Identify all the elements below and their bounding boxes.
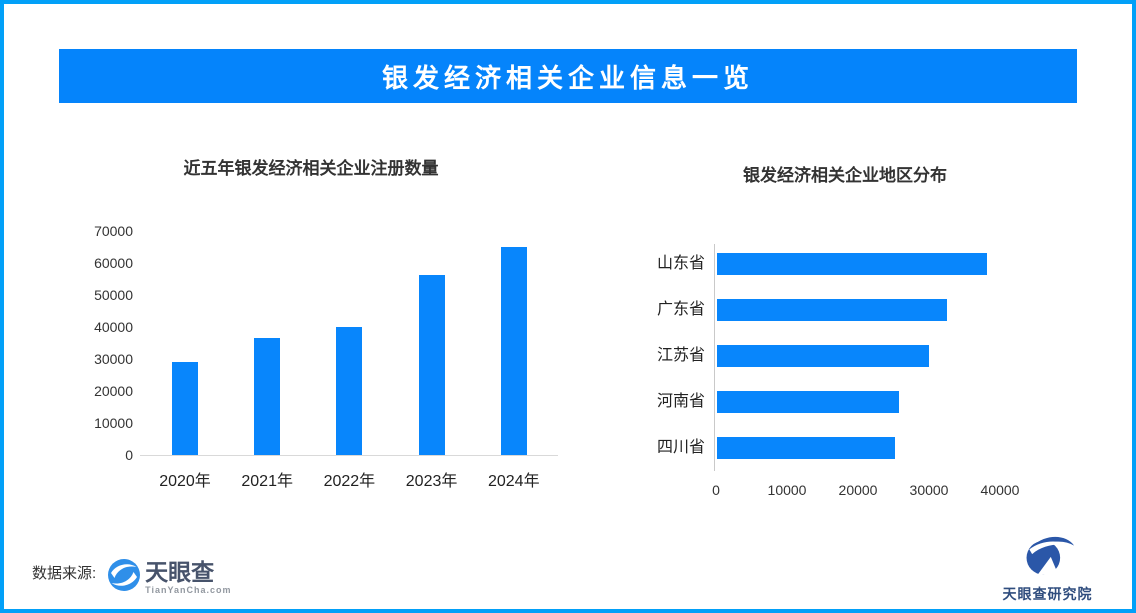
- tianyancha-logo-text: 天眼查 TianYanCha.com: [145, 559, 231, 595]
- y-tick-label: 70000: [94, 223, 133, 239]
- x-tick-label: 0: [712, 482, 720, 498]
- region-label-山东省: 山东省: [656, 255, 705, 272]
- region-bar-河南省: [717, 391, 899, 414]
- region-label-江苏省: 江苏省: [656, 347, 705, 365]
- x-category-label: 2020年: [159, 473, 211, 490]
- x-category-label: 2024年: [487, 473, 540, 490]
- registrations-bar-2020年: [172, 362, 198, 455]
- research-institute-logo: 天眼查研究院: [985, 534, 1110, 604]
- x-tick-label: 40000: [980, 482, 1020, 498]
- data-source-row: 数据来源: 天眼查 TianYanCha.com: [32, 559, 232, 596]
- x-tick-label: 20000: [838, 482, 878, 498]
- y-tick-label: 0: [125, 447, 133, 463]
- registrations-bar-2021年: [254, 338, 281, 455]
- x-tick-label: 30000: [909, 482, 949, 498]
- region-label-四川省: 四川省: [656, 439, 705, 457]
- y-tick-label: 60000: [94, 255, 133, 271]
- region-bar-广东省: [717, 299, 947, 322]
- tianyancha-url-text: TianYanCha.com: [145, 585, 232, 595]
- registrations-bar-2023年: [418, 275, 445, 455]
- x-category-label: 2022年: [323, 473, 376, 490]
- region-bar-山东省: [717, 253, 987, 275]
- y-tick-label: 50000: [94, 287, 133, 303]
- research-eye-icon: [1020, 536, 1076, 580]
- x-tick-label: 10000: [767, 482, 807, 498]
- registrations-bar-2022年: [336, 327, 363, 455]
- registrations-chart-title: 近五年银发经济相关企业注册数量: [183, 159, 439, 178]
- page-title-banner: 银发经济相关企业信息一览: [59, 49, 1077, 103]
- x-category-label: 2021年: [241, 473, 293, 490]
- region-bar-江苏省: [717, 345, 929, 368]
- regions-y-axis-line: [714, 244, 715, 471]
- tianyancha-name: 天眼查: [145, 559, 215, 585]
- regions-chart-title: 银发经济相关企业地区分布: [743, 166, 947, 185]
- tianyancha-logo: 天眼查 TianYanCha.com: [108, 559, 231, 596]
- y-tick-label: 20000: [94, 383, 133, 399]
- x-category-label: 2023年: [405, 473, 458, 490]
- y-tick-label: 10000: [94, 415, 133, 431]
- y-tick-label: 40000: [94, 319, 133, 335]
- data-source-label: 数据来源:: [32, 565, 97, 582]
- research-institute-name: 天眼查研究院: [1002, 586, 1093, 602]
- page-title: 银发经济相关企业信息一览: [381, 62, 754, 93]
- registrations-x-axis-line: [140, 455, 558, 456]
- region-label-河南省: 河南省: [656, 393, 705, 411]
- y-tick-label: 30000: [94, 351, 133, 367]
- registrations-bar-2024年: [500, 247, 527, 455]
- registrations-plot: [140, 231, 558, 455]
- region-label-广东省: 广东省: [656, 301, 705, 319]
- tianyancha-eye-icon: [108, 559, 141, 596]
- region-bar-四川省: [717, 437, 895, 460]
